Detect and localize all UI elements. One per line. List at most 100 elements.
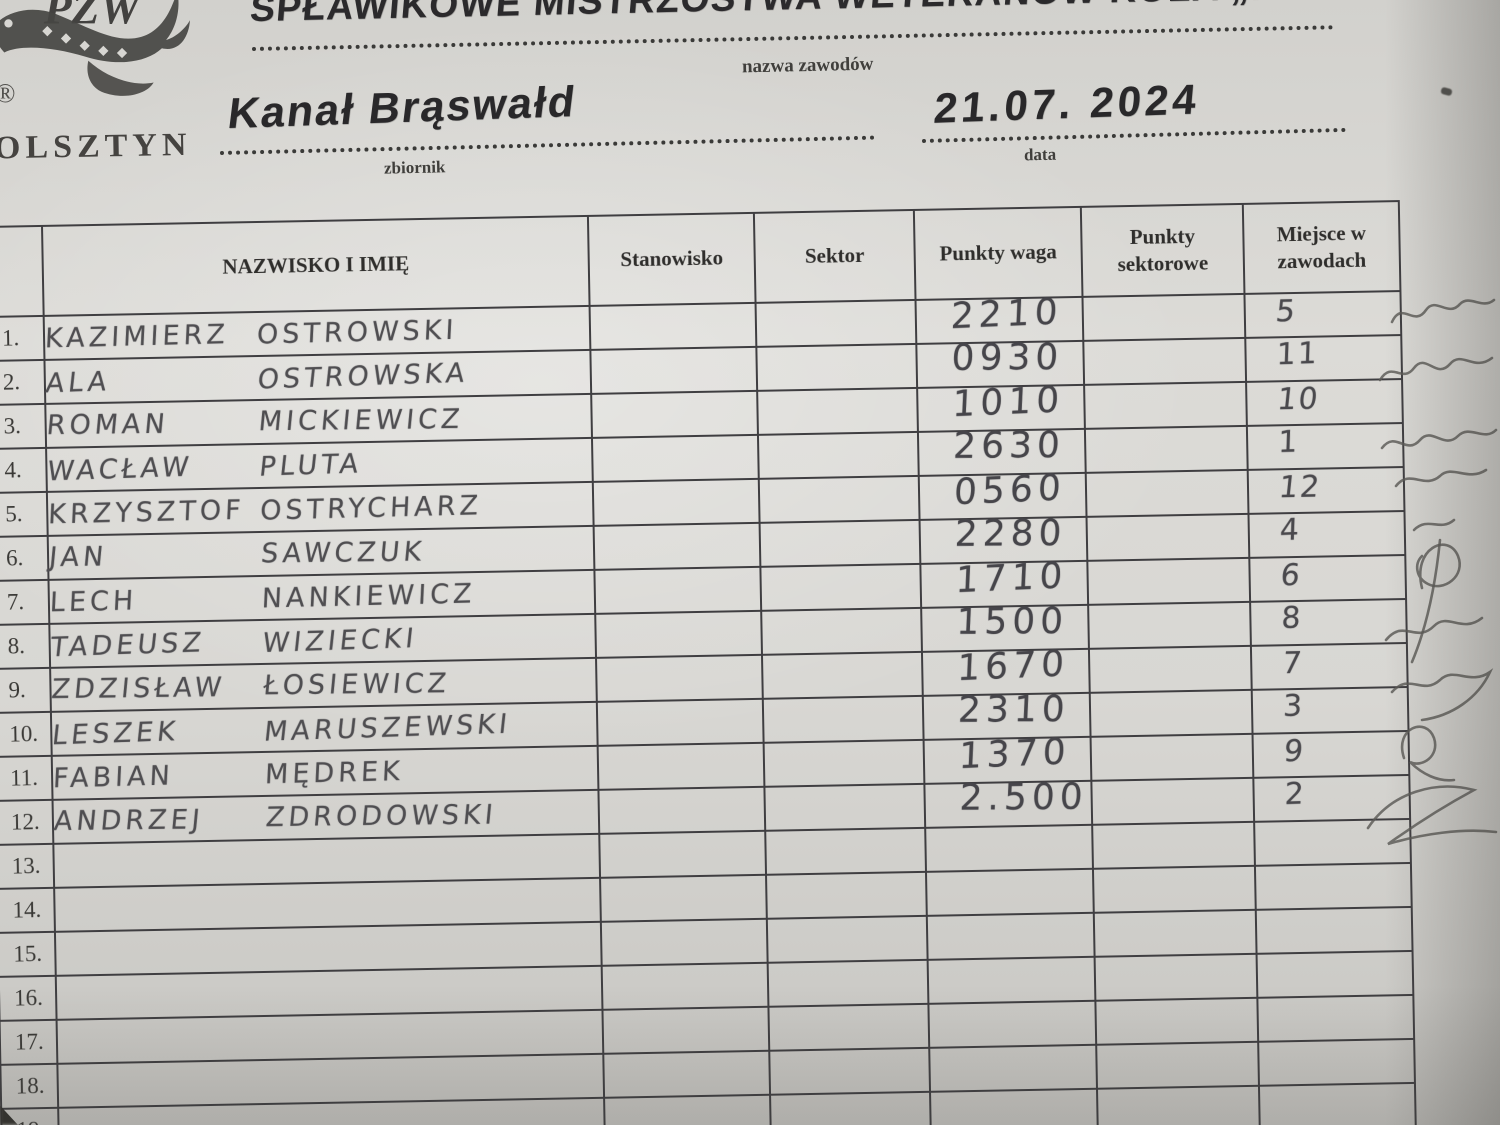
place-value: 11	[1275, 335, 1320, 372]
place-value	[1256, 843, 1286, 844]
weight-points-value: 1010	[951, 378, 1066, 425]
competitor-first-name	[55, 908, 267, 915]
row-number: 5.	[5, 501, 23, 527]
weight-points-value: 1370	[957, 730, 1072, 777]
row-number: 14.	[12, 897, 42, 923]
place-value	[1259, 1019, 1289, 1020]
competitor-first-name	[58, 1041, 270, 1046]
table-body: 1. KAZIMIERZ OSTROWSKI 2210 5 2. ALA OSTRO…	[0, 291, 1416, 1125]
header-row-number	[0, 225, 44, 317]
competitor-first-name: FABIAN	[52, 760, 175, 794]
competitor-first-name	[59, 1087, 271, 1089]
competitor-first-name: WACŁAW	[45, 451, 195, 487]
fish-fin	[87, 60, 154, 96]
reservoir-value-handwritten: Kanał Brąswałd	[225, 77, 580, 139]
competitor-last-name: PLUTA	[257, 447, 364, 483]
competitor-last-name: OSTRYCHARZ	[259, 489, 483, 527]
weight-points-value: 0930	[950, 336, 1065, 379]
row-number: 7.	[6, 589, 25, 615]
row-number: 12.	[10, 809, 40, 835]
competitor-first-name: ROMAN	[45, 408, 171, 441]
weight-points-value: 2280	[953, 512, 1068, 555]
place-value: 4	[1279, 511, 1302, 548]
weight-points-value: 1670	[956, 642, 1070, 689]
place-value: 1	[1277, 423, 1300, 460]
header-position: Stanowisko	[587, 212, 756, 306]
field-label-competition-name: nazwa zawodów	[741, 53, 874, 78]
competitor-last-name: MARUSZEWSKI	[262, 708, 513, 748]
competitor-first-name: LECH	[49, 584, 138, 618]
place-value: 8	[1280, 599, 1304, 636]
fish-eye	[4, 19, 13, 28]
weight-points-value: 0560	[953, 466, 1067, 513]
field-label-date: data	[1023, 144, 1057, 165]
competitor-last-name: OSTROWSKA	[255, 357, 471, 396]
place-value	[1257, 931, 1287, 932]
dotted-line	[219, 135, 875, 155]
weight-points-value	[931, 1111, 965, 1112]
competitor-last-name: NANKIEWICZ	[261, 577, 477, 615]
competitor-last-name: MICKIEWICZ	[257, 403, 465, 437]
place-value: 5	[1273, 293, 1299, 329]
competitor-first-name: KRZYSZTOF	[47, 494, 246, 530]
date-value-handwritten: 21.07. 2024	[932, 75, 1202, 132]
row-number: 1.	[1, 325, 20, 351]
row-number: 17.	[14, 1029, 44, 1055]
competitor-first-name	[56, 955, 268, 957]
competitor-first-name	[55, 865, 267, 870]
weight-points-value: 2630	[952, 424, 1066, 467]
header-sector: Sektor	[753, 209, 916, 303]
place-value: 7	[1280, 645, 1306, 681]
competitor-first-name: ALA	[44, 365, 113, 399]
competitor-first-name: ZDZISŁAW	[50, 671, 227, 705]
weight-points-value: 2.500	[958, 776, 1089, 819]
place-value: 9	[1282, 733, 1307, 769]
place-value	[1258, 974, 1288, 975]
row-number: 6.	[5, 545, 24, 571]
row-number: 8.	[7, 633, 26, 659]
competitor-last-name: SAWCZUK	[259, 536, 427, 569]
place-value	[1256, 886, 1286, 887]
place-value: 12	[1277, 469, 1324, 505]
header-place: Miejsce w zawodach	[1242, 201, 1401, 294]
field-label-reservoir: zbiornik	[383, 157, 446, 178]
row-number: 2.	[2, 369, 21, 395]
row-number: 13.	[11, 853, 41, 879]
competitor-first-name: ANDRZEJ	[52, 803, 206, 837]
competitor-first-name: LESZEK	[50, 715, 181, 751]
competitor-first-name: JAN	[47, 540, 109, 573]
competitor-last-name: MĘDREK	[264, 755, 405, 790]
competitor-last-name: ŁOSIEWICZ	[262, 667, 452, 701]
row-number: 10.	[9, 721, 39, 747]
place-value: 2	[1284, 775, 1307, 812]
fish-body	[0, 0, 190, 63]
place-value	[1260, 1107, 1290, 1108]
weight-points-value	[927, 847, 961, 848]
header-sector-points: Punkty sektorowe	[1080, 203, 1245, 297]
header-name: NAZWISKO I IMIĘ	[42, 215, 590, 316]
row-number: 11.	[9, 765, 39, 791]
row-number: 16.	[13, 985, 44, 1011]
dotted-line	[251, 25, 1334, 51]
row-number: 3.	[3, 413, 22, 439]
results-table-wrapper: NAZWISKO I IMIĘ Stanowisko Sektor Punkty…	[0, 200, 1417, 1125]
pencil-speck	[1440, 86, 1453, 97]
weight-points-value: 1710	[954, 554, 1069, 601]
place-value: 3	[1282, 687, 1305, 724]
row-number: 18.	[15, 1073, 45, 1099]
header-weight-points: Punkty waga	[913, 206, 1083, 300]
results-table: NAZWISKO I IMIĘ Stanowisko Sektor Punkty…	[0, 200, 1417, 1125]
weight-points-value	[930, 1023, 964, 1024]
row-number: 15.	[13, 941, 43, 967]
place-value: 10	[1275, 381, 1322, 417]
competitor-last-name: OSTROWSKI	[256, 314, 459, 351]
competitor-last-name: ZDRODOWSKI	[264, 798, 499, 833]
weight-points-value: 1500	[955, 600, 1069, 643]
competitor-first-name	[57, 996, 269, 1003]
place-value: 6	[1278, 557, 1304, 593]
weight-points-value: 2310	[957, 688, 1071, 731]
row-number: 4.	[4, 457, 22, 483]
row-number: 9.	[8, 677, 26, 703]
competitor-last-name: WIZIECKI	[260, 622, 420, 659]
